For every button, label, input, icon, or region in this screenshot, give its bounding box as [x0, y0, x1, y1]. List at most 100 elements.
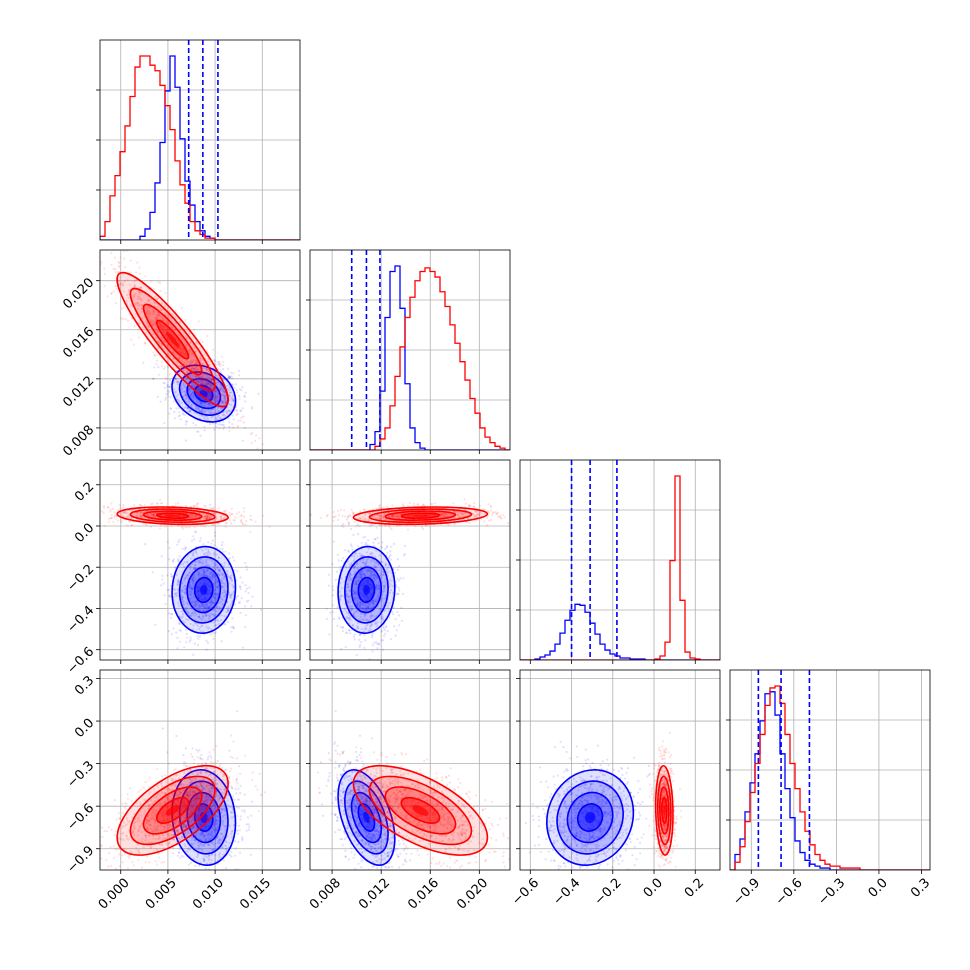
scatter-point: [190, 405, 193, 408]
scatter-point: [114, 244, 116, 246]
scatter-point: [242, 415, 245, 418]
scatter-point: [140, 299, 143, 302]
scatter-point: [199, 359, 202, 362]
scatter-point: [134, 292, 137, 295]
scatter-point: [224, 397, 227, 400]
scatter-point: [244, 427, 247, 430]
scatter-point: [159, 323, 162, 326]
scatter-point: [223, 389, 226, 392]
scatter-point: [251, 595, 254, 598]
scatter-point: [420, 525, 424, 529]
scatter-point: [216, 374, 219, 378]
scatter-point: [239, 409, 242, 412]
scatter-point: [215, 397, 218, 400]
scatter-point: [192, 385, 195, 388]
scatter-point: [219, 416, 222, 419]
scatter-point: [191, 367, 195, 370]
scatter-point: [254, 439, 257, 442]
scatter-point: [185, 337, 188, 340]
scatter-point: [214, 619, 217, 622]
contour-line: [116, 271, 229, 408]
scatter-point: [144, 543, 147, 546]
scatter-point: [339, 626, 343, 629]
scatter-point: [487, 503, 490, 506]
scatter-point: [174, 390, 177, 393]
scatter-point: [210, 386, 213, 389]
scatter-point: [195, 505, 198, 509]
scatter-point: [209, 381, 212, 384]
scatter-point: [110, 517, 113, 520]
scatter-point: [167, 360, 170, 363]
scatter-point: [173, 376, 176, 379]
scatter-point: [190, 375, 193, 378]
scatter-point: [206, 627, 209, 630]
scatter-point: [195, 361, 198, 364]
scatter-point: [192, 384, 195, 387]
scatter-point: [157, 366, 160, 369]
scatter-point: [188, 401, 191, 404]
scatter-point: [225, 410, 228, 413]
scatter-point: [194, 405, 197, 408]
scatter-point: [166, 385, 169, 388]
scatter-point: [188, 350, 191, 353]
scatter-point: [138, 290, 141, 294]
scatter-point: [244, 523, 247, 526]
scatter-point: [218, 360, 221, 364]
scatter-point: [166, 574, 169, 577]
scatter-point: [216, 383, 219, 386]
scatter-point: [206, 368, 209, 371]
scatter-point: [197, 588, 200, 591]
scatter-point: [244, 391, 247, 394]
scatter-point: [227, 575, 230, 578]
scatter-point: [159, 309, 163, 312]
scatter-point: [191, 575, 195, 578]
scatter-point: [362, 536, 365, 539]
scatter-point: [144, 341, 147, 344]
scatter-point: [223, 398, 226, 401]
scatter-point: [139, 285, 142, 289]
scatter-point: [241, 581, 244, 584]
scatter-point: [162, 382, 165, 385]
scatter-point: [224, 400, 227, 404]
scatter-point: [229, 394, 232, 398]
scatter-point: [208, 391, 211, 394]
scatter-point: [239, 587, 242, 591]
scatter-point: [185, 393, 188, 396]
scatter-point: [386, 546, 389, 549]
scatter-point: [176, 647, 179, 650]
scatter-point: [250, 441, 253, 444]
scatter-point: [388, 555, 391, 558]
scatter-point: [325, 515, 328, 518]
scatter-point: [190, 361, 194, 364]
scatter-point: [206, 377, 209, 380]
scatter-point: [201, 598, 204, 601]
scatter-point: [228, 511, 231, 514]
scatter-point: [185, 632, 188, 636]
scatter-point: [333, 617, 336, 621]
scatter-point: [220, 395, 223, 398]
scatter-point: [147, 298, 150, 302]
scatter-point: [207, 626, 211, 629]
scatter-point: [214, 394, 217, 397]
scatter-point: [186, 406, 189, 409]
scatter-point: [154, 313, 157, 316]
scatter-point: [182, 382, 185, 385]
scatter-point: [218, 568, 221, 572]
scatter-point: [199, 537, 202, 540]
scatter-point: [201, 402, 204, 405]
scatter-point: [169, 347, 172, 350]
scatter-point: [221, 364, 225, 367]
scatter-point: [195, 430, 199, 433]
scatter-point: [192, 358, 195, 361]
scatter-point: [226, 411, 229, 414]
scatter-point: [197, 380, 200, 384]
scatter-point: [173, 400, 176, 403]
scatter-point: [129, 304, 132, 307]
scatter-point: [195, 622, 198, 626]
scatter-point: [142, 361, 145, 364]
scatter-point: [118, 264, 121, 267]
panel-3-3: [730, 670, 930, 870]
scatter-point: [168, 385, 172, 388]
scatter-point: [137, 291, 140, 294]
scatter-point: [207, 375, 210, 378]
